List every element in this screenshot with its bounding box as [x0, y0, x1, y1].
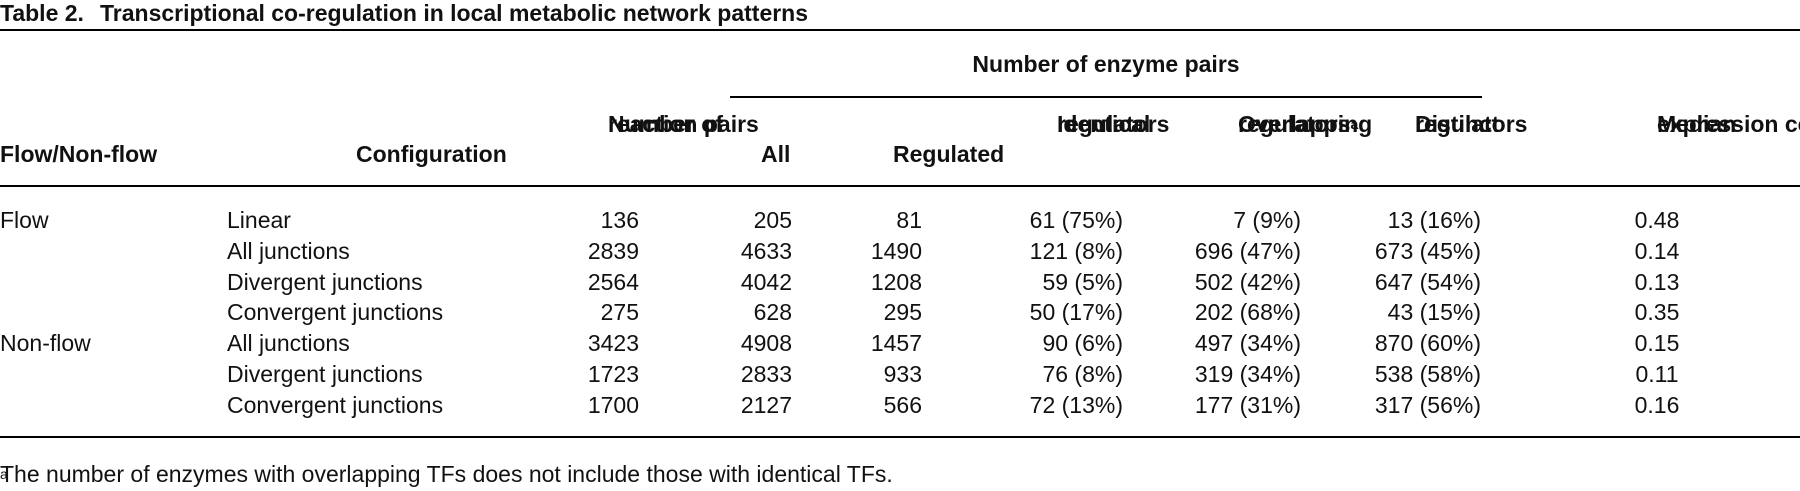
cell: 13 (16%): [1387, 207, 1481, 233]
cell: All junctions: [227, 237, 350, 264]
cell: 317 (56%): [1374, 391, 1481, 418]
cell: 50 (17%): [1029, 299, 1123, 326]
cell: Divergent junctions: [227, 268, 423, 295]
group-header: Number of enzyme pairs: [972, 51, 1240, 77]
cell: 4908: [740, 330, 792, 357]
cell: 1490: [870, 237, 922, 264]
cell: Linear: [227, 207, 291, 233]
cell: 566: [883, 391, 922, 418]
group-name: Non-flow: [0, 330, 91, 357]
footnote-marker: a: [1350, 116, 1359, 132]
column-header-line: regulators: [1057, 111, 1170, 137]
cell: 61 (75%): [1029, 207, 1123, 233]
cell: 647 (54%): [1374, 268, 1481, 295]
table-title: Transcriptional co-regulation in local m…: [100, 0, 809, 26]
cell: 90 (6%): [1042, 330, 1123, 357]
cell: 76 (8%): [1042, 361, 1123, 387]
footnote-text: The number of enzymes with overlapping T…: [0, 461, 893, 487]
cell: 2564: [587, 268, 639, 295]
group-name: Flow: [0, 207, 49, 233]
column-header-line: Regulated: [893, 141, 1005, 167]
column-header-line: regulators: [1415, 111, 1528, 137]
cell: All junctions: [227, 330, 350, 357]
cell: 1723: [587, 361, 639, 387]
cell: Convergent junctions: [227, 391, 444, 418]
cell: 0.13: [1634, 268, 1680, 295]
column-header-line: Number of: [608, 111, 723, 137]
cell: 4633: [740, 237, 792, 264]
cell: 177 (31%): [1194, 391, 1301, 418]
top-rule: [0, 29, 1800, 31]
cell: 502 (42%): [1194, 268, 1301, 295]
cell: 0.35: [1634, 299, 1680, 326]
cell: 7 (9%): [1233, 207, 1301, 233]
cell: Convergent junctions: [227, 299, 444, 326]
column-header-line: Overlapping: [1238, 111, 1373, 137]
bottom-rule: [0, 436, 1800, 438]
cell: Divergent junctions: [227, 361, 423, 387]
footnote-marker: a: [0, 466, 8, 482]
cell: 538 (58%): [1374, 361, 1481, 387]
cell: 59 (5%): [1042, 268, 1123, 295]
column-header-line: Flow/Non-flow: [0, 141, 158, 167]
cell: 696 (47%): [1194, 237, 1301, 264]
cell: 628: [753, 299, 792, 326]
table-label: Table 2.: [0, 0, 84, 26]
cell: 870 (60%): [1374, 330, 1481, 357]
cell: 4042: [740, 268, 792, 295]
column-header-line: Identical: [1057, 111, 1151, 137]
cell: 295: [883, 299, 922, 326]
cell: 81: [896, 207, 922, 233]
group-rule: [730, 96, 1482, 98]
column-header-line: Median: [1657, 111, 1737, 137]
cell: 43 (15%): [1387, 299, 1481, 326]
cell: 933: [883, 361, 922, 387]
cell: 0.15: [1634, 330, 1680, 357]
cell: 72 (13%): [1029, 391, 1123, 418]
column-header-line: Configuration: [356, 141, 507, 167]
column-header-line: regulators a: [1238, 111, 1359, 137]
cell: 2839: [587, 237, 639, 264]
cell: 0.14: [1634, 237, 1680, 264]
cell: 319 (34%): [1194, 361, 1301, 387]
cell: 2127: [740, 391, 792, 418]
column-header-line: Distinct: [1415, 111, 1500, 137]
header-rule: [0, 185, 1800, 187]
cell: 0.11: [1635, 361, 1679, 387]
cell: 0.16: [1634, 391, 1680, 418]
column-header-line: expression correlation: [1657, 111, 1800, 137]
cell: 1208: [870, 268, 922, 295]
column-header-line: All: [761, 141, 791, 167]
column-header-line: reaction pairs: [608, 111, 759, 137]
cell: 205: [753, 207, 792, 233]
cell: 3423: [587, 330, 639, 357]
cell: 1700: [587, 391, 639, 418]
cell: 0.48: [1634, 207, 1680, 233]
cell: 1457: [870, 330, 922, 357]
cell: 136: [600, 207, 639, 233]
cell: 202 (68%): [1194, 299, 1301, 326]
cell: 2833: [740, 361, 792, 387]
cell: 121 (8%): [1029, 237, 1123, 264]
cell: 497 (34%): [1194, 330, 1301, 357]
cell: 673 (45%): [1374, 237, 1481, 264]
cell: 275: [600, 299, 639, 326]
